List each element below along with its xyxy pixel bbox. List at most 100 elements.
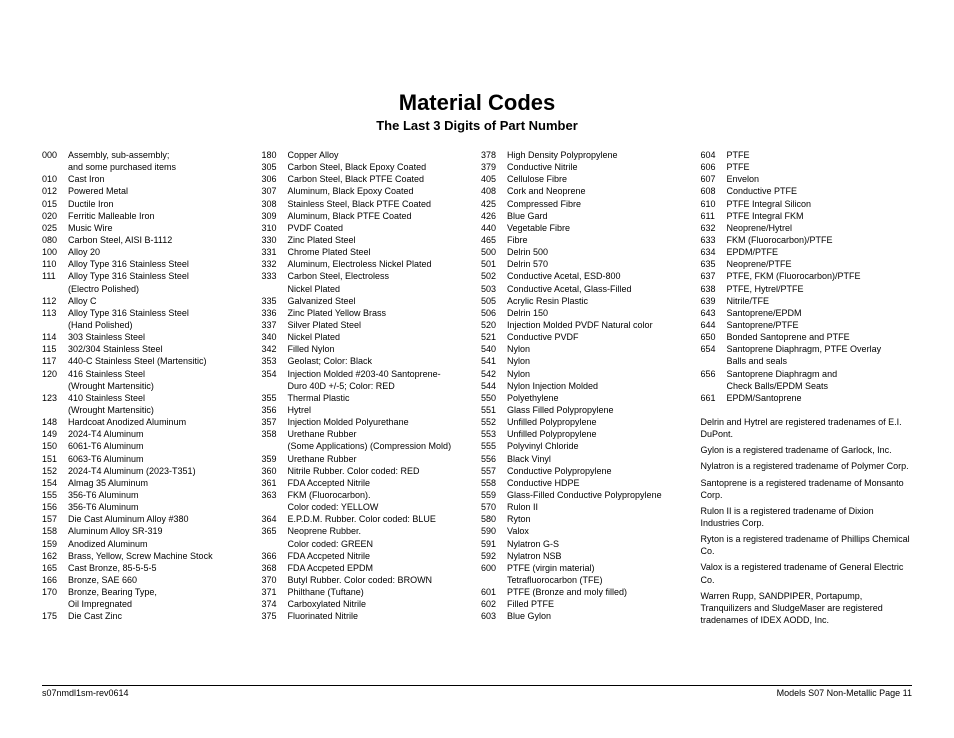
code-desc: EPDM/Santoprene [727,392,913,404]
code-row: 1506061-T6 Aluminum [42,440,254,452]
code-value: 331 [262,246,288,258]
code-value: 503 [481,283,507,295]
code-desc: Glass-Filled Conductive Polypropylene [507,489,693,501]
code-value: 570 [481,501,507,513]
code-value: 553 [481,428,507,440]
code-desc: Assembly, sub-assembly; [68,149,254,161]
code-value: 643 [701,307,727,319]
code-value: 610 [701,198,727,210]
code-value: 580 [481,513,507,525]
code-value: 500 [481,246,507,258]
code-row: 503Conductive Acetal, Glass-Filled [481,283,693,295]
code-value: 357 [262,416,288,428]
code-desc: (Some Applications) (Compression Mold) [288,440,474,452]
code-row: (Wrought Martensitic) [42,380,254,392]
code-desc: Cellulose Fibre [507,173,693,185]
code-desc: Compressed Fibre [507,198,693,210]
code-row: 600PTFE (virgin material) [481,562,693,574]
code-row: 307Aluminum, Black Epoxy Coated [262,185,474,197]
code-desc: Conductive HDPE [507,477,693,489]
code-row: 366FDA Accpeted Nitrile [262,550,474,562]
code-desc: Cork and Neoprene [507,185,693,197]
code-value: 638 [701,283,727,295]
code-value: 333 [262,270,288,282]
code-desc: 440-C Stainless Steel (Martensitic) [68,355,254,367]
code-desc: Filled Nylon [288,343,474,355]
code-desc: Tetrafluorocarbon (TFE) [507,574,693,586]
code-desc: Conductive PTFE [727,185,913,197]
code-desc: Alloy 20 [68,246,254,258]
code-desc: Aluminum, Electroless Nickel Plated [288,258,474,270]
code-desc: EPDM/PTFE [727,246,913,258]
code-desc: Nylatron G-S [507,538,693,550]
code-row: 591Nylatron G-S [481,538,693,550]
code-desc: Injection Molded PVDF Natural color [507,319,693,331]
code-desc: PTFE [727,149,913,161]
code-desc: Philthane (Tuftane) [288,586,474,598]
code-row: 310PVDF Coated [262,222,474,234]
code-value: 634 [701,246,727,258]
code-row: 330Zinc Plated Steel [262,234,474,246]
code-row: Oil Impregnated [42,598,254,610]
code-value: 608 [701,185,727,197]
code-row: 309Aluminum, Black PTFE Coated [262,210,474,222]
code-value: 355 [262,392,288,404]
code-value: 310 [262,222,288,234]
code-row: 100Alloy 20 [42,246,254,258]
code-value: 110 [42,258,68,270]
code-value: 165 [42,562,68,574]
code-desc: Ferritic Malleable Iron [68,210,254,222]
code-value: 309 [262,210,288,222]
code-desc: Delrin 500 [507,246,693,258]
code-value: 149 [42,428,68,440]
code-value: 552 [481,416,507,428]
code-desc: Music Wire [68,222,254,234]
code-value: 559 [481,489,507,501]
code-desc: Nylatron NSB [507,550,693,562]
code-desc: Cast Bronze, 85-5-5-5 [68,562,254,574]
code-row: 656Santoprene Diaphragm and [701,368,913,380]
code-row: 355Thermal Plastic [262,392,474,404]
code-desc: Acrylic Resin Plastic [507,295,693,307]
code-row: 654Santoprene Diaphragm, PTFE Overlay [701,343,913,355]
code-desc: (Wrought Martensitic) [68,404,254,416]
code-row: Nickel Plated [262,283,474,295]
code-value: 015 [42,198,68,210]
code-desc: Filled PTFE [507,598,693,610]
code-row: 332Aluminum, Electroless Nickel Plated [262,258,474,270]
code-row: 015Ductile Iron [42,198,254,210]
code-row: 643Santoprene/EPDM [701,307,913,319]
code-value: 335 [262,295,288,307]
code-value: 354 [262,368,288,380]
code-value: 635 [701,258,727,270]
code-desc: Hytrel [288,404,474,416]
code-value: 162 [42,550,68,562]
code-value: 374 [262,598,288,610]
code-row: 551Glass Filled Polypropylene [481,404,693,416]
code-value: 123 [42,392,68,404]
code-desc: PTFE (virgin material) [507,562,693,574]
code-row: 110Alloy Type 316 Stainless Steel [42,258,254,270]
code-row: 120416 Stainless Steel [42,368,254,380]
code-desc: Polyvinyl Chloride [507,440,693,452]
code-row: Balls and seals [701,355,913,367]
code-value: 356 [262,404,288,416]
footer-left: s07nmdl1sm-rev0614 [42,688,129,698]
code-desc: Alloy Type 316 Stainless Steel [68,307,254,319]
code-value: 180 [262,149,288,161]
code-row: Color coded: YELLOW [262,501,474,513]
code-value [42,283,68,295]
code-value: 306 [262,173,288,185]
code-row: 308Stainless Steel, Black PTFE Coated [262,198,474,210]
code-row: 374Carboxylated Nitrile [262,598,474,610]
code-value: 080 [42,234,68,246]
code-row: 159Anodized Aluminum [42,538,254,550]
code-row: 353Geolast; Color: Black [262,355,474,367]
code-value: 340 [262,331,288,343]
code-value [42,380,68,392]
code-value: 151 [42,453,68,465]
code-desc: Blue Gard [507,210,693,222]
code-value [701,380,727,392]
code-desc: PTFE, Hytrel/PTFE [727,283,913,295]
code-value: 337 [262,319,288,331]
